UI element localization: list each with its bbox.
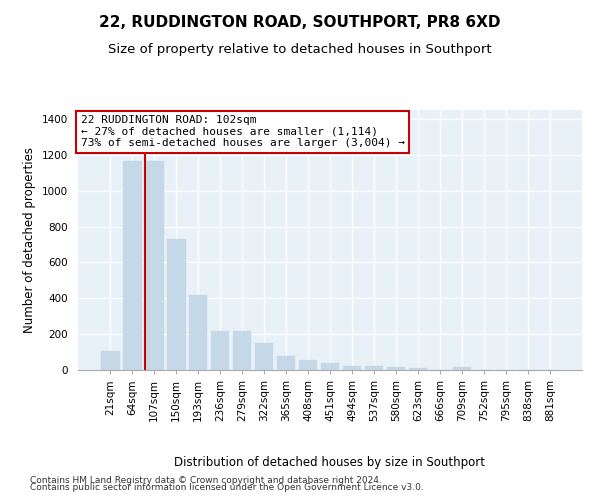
- Bar: [167, 240, 185, 370]
- Bar: [277, 356, 295, 370]
- Text: Distribution of detached houses by size in Southport: Distribution of detached houses by size …: [175, 456, 485, 469]
- Text: Contains public sector information licensed under the Open Government Licence v3: Contains public sector information licen…: [30, 484, 424, 492]
- Bar: [255, 343, 274, 370]
- Text: Size of property relative to detached houses in Southport: Size of property relative to detached ho…: [108, 42, 492, 56]
- Bar: [123, 161, 142, 370]
- Bar: [365, 366, 383, 370]
- Bar: [189, 294, 208, 370]
- Bar: [452, 367, 471, 370]
- Bar: [343, 366, 361, 370]
- Bar: [386, 367, 405, 370]
- Bar: [299, 360, 317, 370]
- Bar: [233, 331, 251, 370]
- Bar: [101, 351, 119, 370]
- Bar: [409, 368, 427, 370]
- Y-axis label: Number of detached properties: Number of detached properties: [23, 147, 37, 333]
- Text: Contains HM Land Registry data © Crown copyright and database right 2024.: Contains HM Land Registry data © Crown c…: [30, 476, 382, 485]
- Text: 22, RUDDINGTON ROAD, SOUTHPORT, PR8 6XD: 22, RUDDINGTON ROAD, SOUTHPORT, PR8 6XD: [99, 15, 501, 30]
- Bar: [211, 331, 229, 370]
- Bar: [145, 161, 164, 370]
- Text: 22 RUDDINGTON ROAD: 102sqm
← 27% of detached houses are smaller (1,114)
73% of s: 22 RUDDINGTON ROAD: 102sqm ← 27% of deta…: [80, 115, 404, 148]
- Bar: [320, 363, 340, 370]
